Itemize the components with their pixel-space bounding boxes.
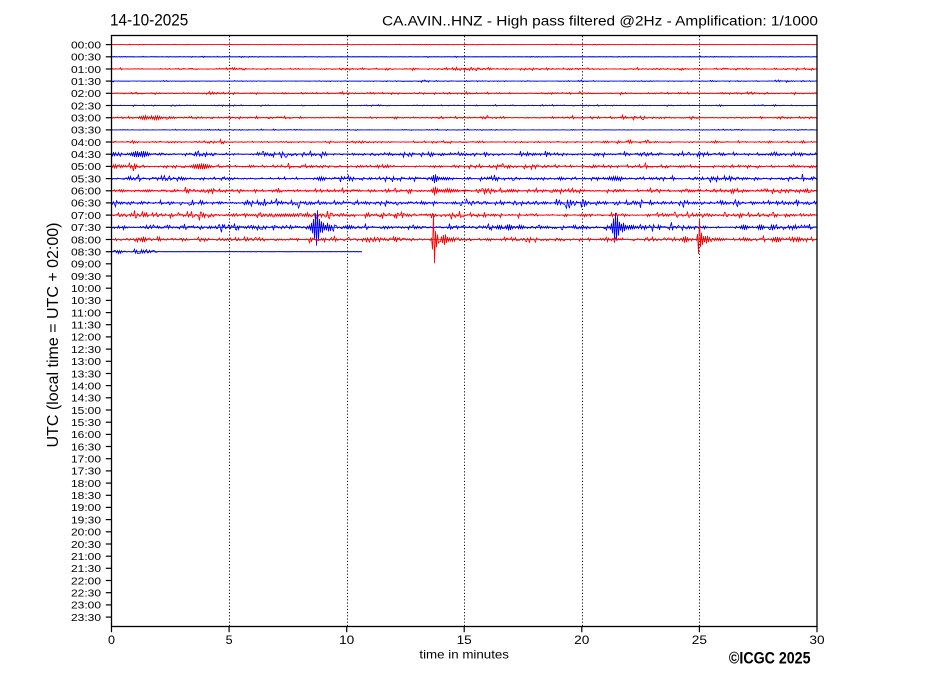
svg-text:18:00: 18:00 [71,479,101,490]
svg-text:00:30: 00:30 [71,53,101,64]
svg-text:0: 0 [108,634,115,647]
svg-text:22:30: 22:30 [71,589,101,600]
svg-text:05:00: 05:00 [71,162,101,173]
svg-text:09:00: 09:00 [71,260,101,271]
svg-text:25: 25 [692,634,707,647]
svg-text:14-10-2025: 14-10-2025 [110,12,188,30]
svg-text:19:30: 19:30 [71,515,101,526]
svg-text:05:30: 05:30 [71,174,101,185]
svg-text:5: 5 [226,634,233,647]
svg-text:10:00: 10:00 [71,284,101,295]
svg-text:14:00: 14:00 [71,381,101,392]
svg-text:19:00: 19:00 [71,503,101,514]
svg-text:16:00: 16:00 [71,430,101,441]
svg-text:06:00: 06:00 [71,187,101,198]
svg-text:15:30: 15:30 [71,418,101,429]
svg-text:12:00: 12:00 [71,333,101,344]
svg-text:11:30: 11:30 [71,321,101,332]
svg-text:03:30: 03:30 [71,126,101,137]
svg-text:UTC (local time = UTC + 02:00): UTC (local time = UTC + 02:00) [45,223,62,448]
svg-text:23:30: 23:30 [71,613,101,624]
svg-text:08:30: 08:30 [71,248,101,259]
svg-text:CA.AVIN..HNZ - High pass filte: CA.AVIN..HNZ - High pass filtered @2Hz -… [382,13,818,28]
svg-text:10:30: 10:30 [71,296,101,307]
svg-text:08:00: 08:00 [71,235,101,246]
svg-text:04:00: 04:00 [71,138,101,149]
svg-text:09:30: 09:30 [71,272,101,283]
svg-text:10: 10 [339,634,354,647]
svg-text:11:00: 11:00 [71,308,101,319]
svg-text:20: 20 [574,634,589,647]
svg-text:01:30: 01:30 [71,77,101,88]
svg-text:©ICGC 2025: ©ICGC 2025 [729,650,811,668]
svg-text:21:00: 21:00 [71,552,101,563]
svg-text:07:00: 07:00 [71,211,101,222]
svg-text:01:00: 01:00 [71,65,101,76]
svg-text:20:30: 20:30 [71,540,101,551]
svg-text:21:30: 21:30 [71,564,101,575]
svg-text:15:00: 15:00 [71,406,101,417]
svg-text:22:00: 22:00 [71,576,101,587]
svg-text:16:30: 16:30 [71,442,101,453]
svg-text:23:00: 23:00 [71,601,101,612]
svg-text:15: 15 [457,634,472,647]
svg-text:03:00: 03:00 [71,114,101,125]
svg-text:18:30: 18:30 [71,491,101,502]
svg-text:12:30: 12:30 [71,345,101,356]
svg-text:30: 30 [809,634,824,647]
svg-text:02:30: 02:30 [71,101,101,112]
svg-text:07:30: 07:30 [71,223,101,234]
svg-text:06:30: 06:30 [71,199,101,210]
svg-text:20:00: 20:00 [71,528,101,539]
svg-text:14:30: 14:30 [71,394,101,405]
svg-text:04:30: 04:30 [71,150,101,161]
svg-text:00:00: 00:00 [71,40,101,51]
svg-text:13:00: 13:00 [71,357,101,368]
svg-text:13:30: 13:30 [71,369,101,380]
svg-text:time in minutes: time in minutes [419,648,509,662]
svg-text:17:30: 17:30 [71,467,101,478]
svg-text:02:00: 02:00 [71,89,101,100]
svg-text:17:00: 17:00 [71,455,101,466]
